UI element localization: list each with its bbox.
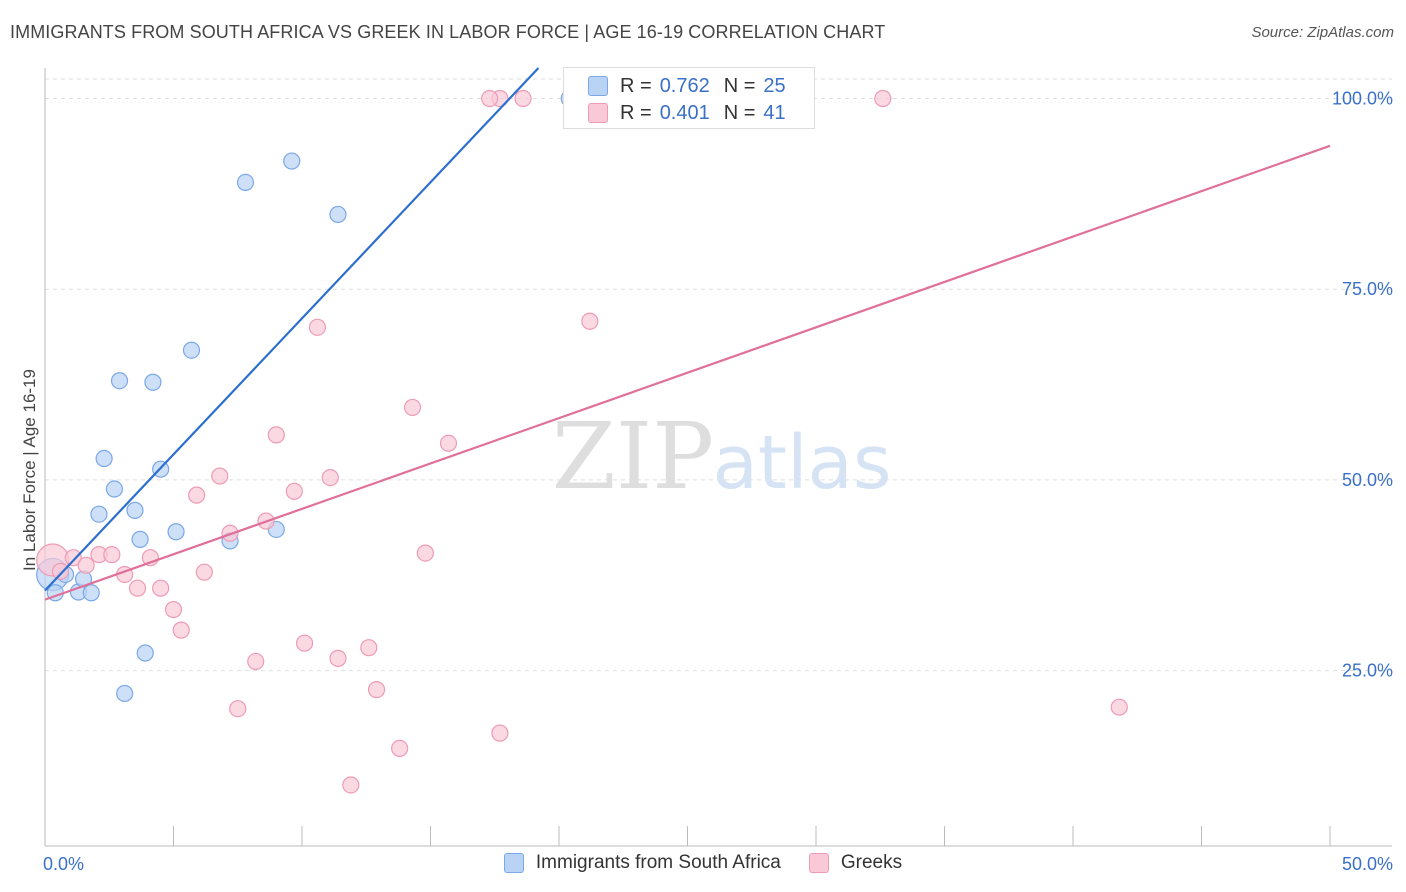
point-greeks (77, 556, 95, 574)
point-greeks (367, 681, 386, 699)
point-south-africa (82, 584, 100, 602)
point-greeks (342, 776, 360, 794)
point-greeks (874, 89, 892, 108)
point-greeks (229, 700, 247, 718)
blue-swatch-icon (503, 853, 524, 873)
stats-legend: R = 0.762 N = 25 R = 0.401 N = 41 (563, 67, 815, 129)
n-label: N = (723, 101, 756, 124)
watermark: ZIP atlas (552, 403, 892, 510)
point-greeks (491, 724, 509, 742)
grid-lines (45, 78, 1392, 672)
axes (44, 68, 1392, 847)
point-greeks (195, 563, 213, 581)
point-greeks (152, 579, 170, 597)
point-greeks (329, 649, 347, 667)
r-value: 0.762 (659, 74, 710, 97)
point-south-africa (126, 501, 144, 519)
tick-labels: 25.0% 50.0% 75.0% 100.0% 0.0% 50.0% (43, 89, 1393, 874)
r-label: R = (620, 101, 652, 124)
point-greeks (308, 318, 327, 336)
legend-label: Immigrants from South Africa (535, 852, 781, 873)
point-greeks (439, 434, 458, 452)
legend-item-greeks[interactable]: Greeks (808, 852, 903, 874)
point-greeks (211, 467, 229, 485)
point-south-africa (105, 480, 123, 498)
point-south-africa (95, 449, 113, 468)
r-value: 0.401 (659, 101, 710, 124)
point-south-africa (167, 523, 185, 541)
n-value: 41 (763, 101, 786, 124)
point-greeks (172, 621, 190, 639)
point-greeks (128, 579, 147, 597)
y-tick-label: 25.0% (1342, 661, 1393, 681)
watermark-atlas: atlas (713, 420, 892, 506)
point-south-africa (136, 644, 154, 662)
point-greeks (581, 312, 599, 330)
trendline-greeks (44, 144, 1331, 601)
x-tick-label: 50.0% (1342, 854, 1393, 874)
point-greeks (103, 546, 121, 564)
n-value: 25 (763, 74, 786, 97)
source-credit: Source: ZipAtlas.com (1251, 24, 1394, 41)
point-greeks (247, 652, 265, 671)
point-greeks (1110, 698, 1128, 716)
point-greeks (416, 544, 434, 562)
point-south-africa (329, 205, 347, 224)
point-greeks (285, 482, 303, 500)
chart-title: IMMIGRANTS FROM SOUTH AFRICA VS GREEK IN… (10, 22, 886, 42)
blue-swatch-icon (588, 76, 608, 96)
legend-label: Greeks (840, 852, 903, 873)
point-greeks (188, 486, 206, 504)
point-greeks (403, 398, 422, 417)
point-greeks (267, 426, 285, 444)
n-label: N = (723, 74, 756, 97)
r-label: R = (620, 74, 652, 97)
pink-swatch-icon (808, 853, 829, 873)
point-greeks (64, 549, 82, 567)
point-greeks (391, 739, 409, 757)
point-south-africa (182, 341, 201, 359)
watermark-zip: ZIP (552, 403, 714, 510)
legend-item-south-africa[interactable]: Immigrants from South Africa (503, 852, 781, 874)
point-greeks (321, 468, 339, 487)
point-greeks (514, 89, 532, 108)
stats-row-south-africa: R = 0.762 N = 25 (588, 74, 786, 98)
y-tick-label: 75.0% (1342, 279, 1393, 299)
point-south-africa (131, 530, 149, 548)
stats-row-greeks: R = 0.401 N = 41 (588, 101, 786, 125)
point-greeks (51, 562, 70, 581)
point-south-africa (110, 372, 129, 390)
y-tick-label: 50.0% (1342, 470, 1393, 490)
trendline-south-africa (44, 67, 540, 592)
series-legend: Immigrants from South Africa Greeks (0, 852, 1406, 874)
point-south-africa (90, 505, 108, 523)
pink-swatch-icon (588, 103, 608, 123)
point-south-africa (116, 684, 134, 703)
x-tick-label: 0.0% (43, 854, 84, 874)
point-greeks (481, 89, 499, 108)
trend-lines (44, 67, 1331, 601)
point-greeks (164, 600, 183, 619)
point-south-africa (144, 373, 162, 391)
point-south-africa (236, 173, 255, 192)
data-points (36, 89, 1128, 794)
point-south-africa (283, 152, 301, 170)
y-tick-label: 100.0% (1332, 89, 1393, 109)
point-greeks (360, 639, 378, 657)
point-greeks (295, 634, 314, 652)
